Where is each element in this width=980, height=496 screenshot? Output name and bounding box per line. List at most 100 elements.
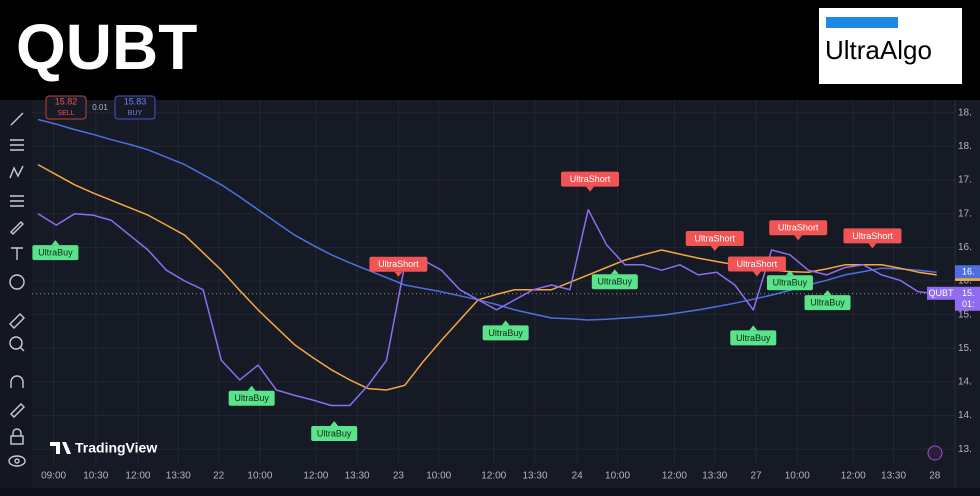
signal-label-box xyxy=(591,274,638,290)
bottom-strip xyxy=(0,488,980,496)
y-tick-label: 14. xyxy=(958,377,972,388)
header-bar xyxy=(0,0,980,100)
x-tick-label: 22 xyxy=(213,471,225,482)
signal-label: UltraShort xyxy=(852,231,893,241)
x-tick-label: 10:00 xyxy=(785,471,810,482)
x-tick-label: 10:00 xyxy=(247,471,272,482)
x-tick-label: 13:30 xyxy=(881,471,906,482)
symbol-tag xyxy=(927,286,955,300)
x-tick-label: 13:30 xyxy=(345,471,370,482)
signal-label: UltraShort xyxy=(378,259,419,269)
series-line xyxy=(37,208,937,407)
x-tick-label: 12:00 xyxy=(303,471,328,482)
x-tick-label: 24 xyxy=(572,471,584,482)
order-panel: 15.82 SELL 0.01 15.83 BUY xyxy=(45,95,156,120)
x-tick-label: 12:00 xyxy=(841,471,866,482)
signal-label: UltraShort xyxy=(778,223,819,233)
price-tag-label: 16. xyxy=(962,267,975,277)
signal-label-box xyxy=(482,325,529,341)
signal-pointer xyxy=(394,271,403,277)
signal-label: UltraBuy xyxy=(810,297,845,307)
x-tick-label: 10:30 xyxy=(83,471,108,482)
buy-label: BUY xyxy=(128,110,143,117)
signal-pointer xyxy=(247,385,256,391)
signal-label-box xyxy=(804,295,851,311)
signal-pointer xyxy=(330,420,339,426)
signal-label: UltraShort xyxy=(694,233,735,243)
signal-label: UltraBuy xyxy=(38,247,73,257)
y-tick-label: 18. xyxy=(958,107,972,118)
signal-pointer xyxy=(710,246,719,252)
signal-label-box xyxy=(32,245,79,261)
signal-pointer xyxy=(752,271,761,277)
signal-label-box xyxy=(369,256,428,272)
logo-bar xyxy=(826,17,898,28)
signal-label-box xyxy=(766,275,813,291)
signal-pointer xyxy=(586,186,595,192)
price-tag-label: 15. xyxy=(962,288,975,298)
signal-label-box xyxy=(843,228,902,244)
signal-label: UltraBuy xyxy=(736,333,771,343)
signal-pointer xyxy=(501,320,510,326)
sell-label: SELL xyxy=(57,110,74,117)
price-tag xyxy=(955,265,980,279)
symbol-tag-label: QUBT xyxy=(928,288,954,298)
price-tag xyxy=(955,286,980,311)
signal-pointer xyxy=(794,235,803,241)
sell-price: 15.82 xyxy=(55,96,78,106)
series-line xyxy=(37,163,937,391)
signal-label: UltraShort xyxy=(570,174,611,184)
x-tick-label: 09:00 xyxy=(41,471,66,482)
signal-label: UltraBuy xyxy=(488,328,523,338)
spread: 0.01 xyxy=(92,103,108,112)
header-title: QUBT xyxy=(16,11,197,83)
signal-pointer xyxy=(868,243,877,249)
signal-label-box xyxy=(769,220,828,236)
signal-pointer xyxy=(749,325,758,331)
x-tick-label: 12:00 xyxy=(662,471,687,482)
watermark: TradingView xyxy=(75,440,157,456)
signal-pointer xyxy=(785,270,794,276)
x-tick-label: 10:00 xyxy=(605,471,630,482)
x-tick-label: 12:00 xyxy=(481,471,506,482)
signal-label-box xyxy=(730,330,777,346)
y-tick-label: 17. xyxy=(958,175,972,186)
signal-label: UltraBuy xyxy=(598,277,633,287)
x-tick-label: 27 xyxy=(750,471,762,482)
x-tick-label: 13:30 xyxy=(166,471,191,482)
logo-text: UltraAlgo xyxy=(825,35,932,65)
x-tick-label: 12:00 xyxy=(125,471,150,482)
x-tick-label: 28 xyxy=(929,471,941,482)
buy-price: 15.83 xyxy=(124,96,147,106)
signal-label-box xyxy=(561,171,620,187)
x-tick-label: 23 xyxy=(393,471,405,482)
toolbar xyxy=(0,100,32,496)
signal-pointer xyxy=(823,290,832,296)
signal-label: UltraBuy xyxy=(773,278,808,288)
y-tick-label: 15. xyxy=(958,309,972,320)
y-tick-label: 15. xyxy=(958,343,972,354)
buy-chip[interactable] xyxy=(114,95,156,120)
signal-label-box xyxy=(311,425,358,441)
signal-label: UltraShort xyxy=(737,259,778,269)
alert-icon[interactable] xyxy=(927,445,943,461)
watermark-logo xyxy=(50,442,71,454)
x-tick-label: 13:30 xyxy=(702,471,727,482)
signal-label-box xyxy=(228,390,275,406)
x-tick-label: 13:30 xyxy=(522,471,547,482)
series-line xyxy=(37,118,937,321)
y-tick-label: 18. xyxy=(958,141,972,152)
y-tick-label: 16. xyxy=(958,242,972,253)
signal-label-box xyxy=(727,256,786,272)
y-tick-label: 17. xyxy=(958,208,972,219)
sell-chip[interactable] xyxy=(45,95,87,120)
y-tick-label: 16. xyxy=(958,276,972,287)
toolbar-icons xyxy=(8,112,26,467)
signal-pointer xyxy=(51,240,60,246)
signal-label: UltraBuy xyxy=(234,393,269,403)
x-tick-label: 10:00 xyxy=(426,471,451,482)
price-tag-countdown: 01: xyxy=(962,299,975,309)
y-tick-label: 14. xyxy=(958,410,972,421)
